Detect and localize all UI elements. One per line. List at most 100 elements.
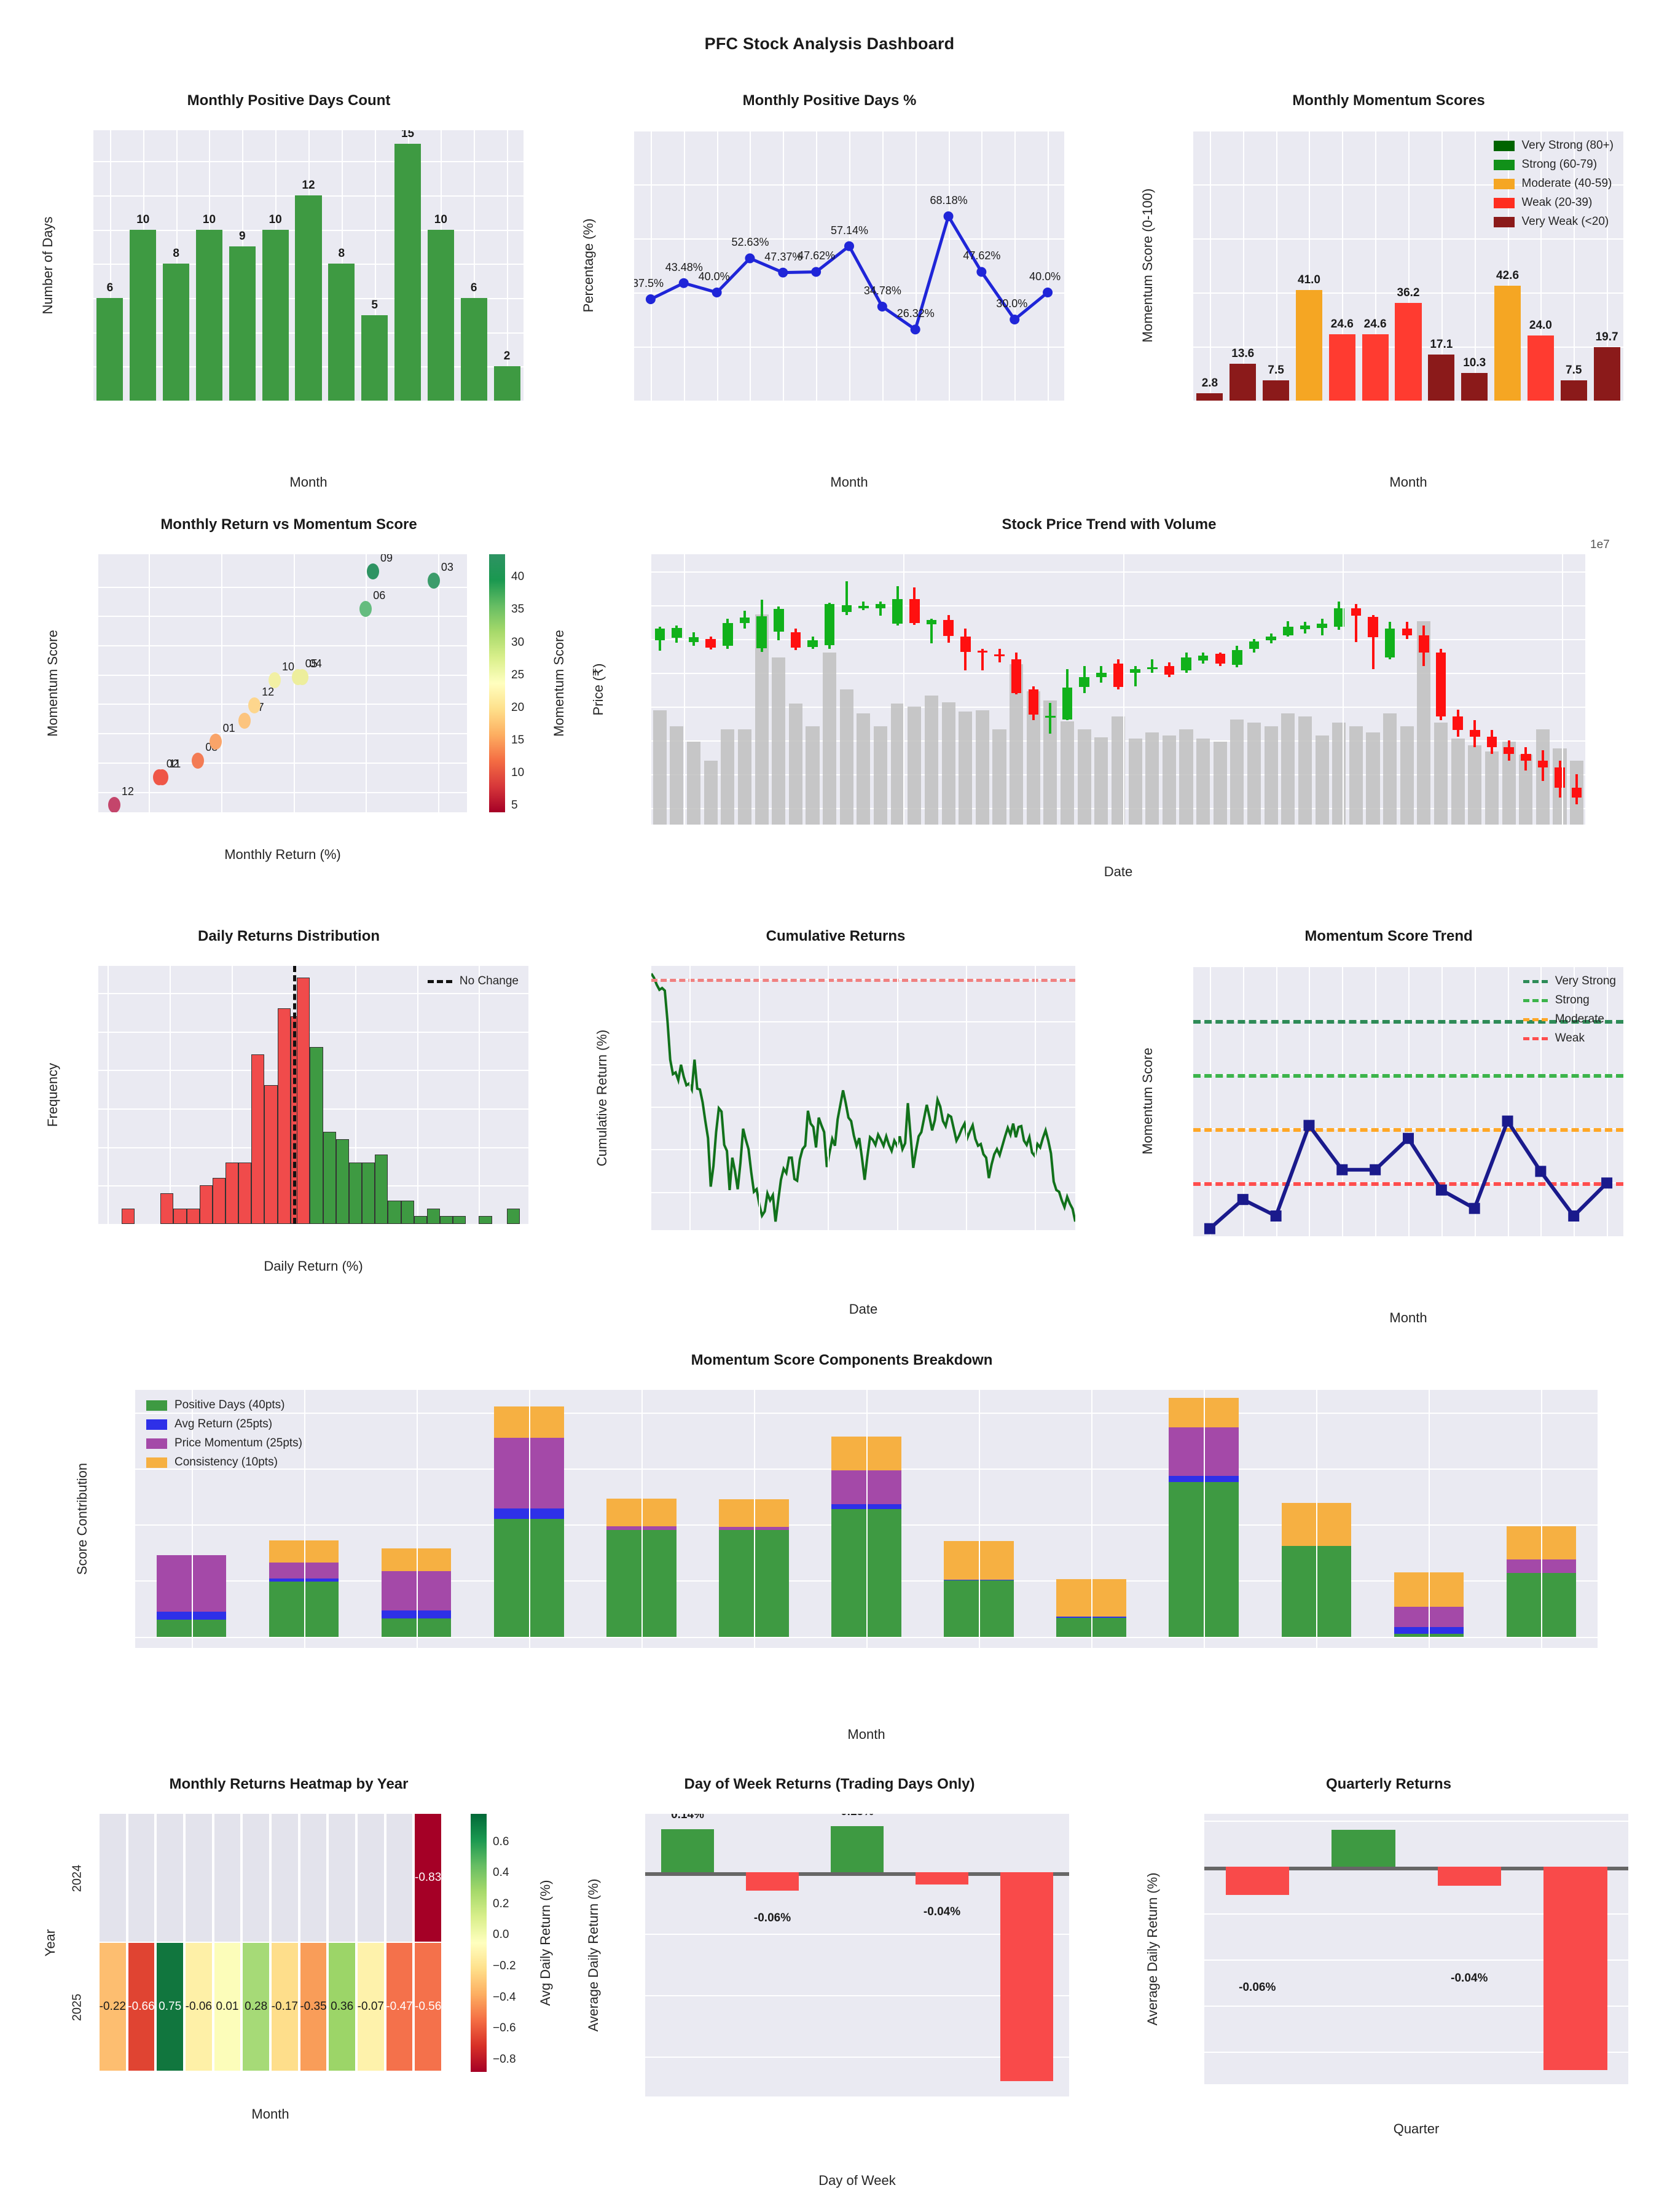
gridline bbox=[783, 130, 785, 401]
gridline bbox=[528, 1390, 530, 1648]
point-value-label: 47.62% bbox=[798, 249, 836, 262]
gridline bbox=[689, 966, 691, 1230]
volume-bar bbox=[704, 761, 718, 825]
point-label: 11 bbox=[169, 757, 181, 770]
chart-title: Monthly Positive Days Count bbox=[187, 92, 391, 109]
gridline bbox=[1574, 966, 1575, 1236]
stacked-bar-segment bbox=[831, 1504, 901, 1509]
gridline bbox=[1429, 1390, 1430, 1648]
heatmap-cell: -0.22 bbox=[100, 1943, 126, 2071]
colorbar-tick: 0.0 bbox=[493, 1928, 509, 1942]
chart-title: Momentum Score Components Breakdown bbox=[691, 1352, 993, 1368]
heatmap-cell bbox=[329, 1814, 355, 1942]
x-axis-label: Day of Week bbox=[818, 2173, 896, 2188]
histogram-bar bbox=[348, 1162, 363, 1224]
candle-wick bbox=[1049, 703, 1052, 734]
legend-dash bbox=[1523, 979, 1548, 983]
gridline bbox=[1342, 966, 1344, 1236]
x-axis-label: Daily Return (%) bbox=[264, 1258, 363, 1274]
stacked-bar-segment bbox=[719, 1526, 789, 1531]
point-value-label: 40.0% bbox=[698, 270, 730, 283]
gridline bbox=[98, 1031, 528, 1033]
gridline bbox=[866, 1390, 868, 1648]
point-value-label: 47.62% bbox=[963, 249, 1001, 262]
heatmap-cell: 0.01 bbox=[214, 1943, 241, 2071]
zero-reference-line bbox=[651, 978, 1075, 982]
bar-value-label: 19.7 bbox=[1595, 331, 1618, 344]
histogram-bar bbox=[439, 1216, 453, 1224]
plot-area: 510152025303540−10−505101202110801071210… bbox=[98, 554, 467, 812]
chart-title: Monthly Return vs Momentum Score bbox=[160, 516, 417, 533]
volume-bar bbox=[1468, 745, 1482, 825]
bar bbox=[96, 297, 124, 401]
candle-body bbox=[1181, 657, 1191, 671]
bar-value-label: 9 bbox=[239, 230, 246, 243]
legend-label: Very Strong (80+) bbox=[1521, 139, 1614, 152]
bar-value-label: -0.04% bbox=[1451, 1971, 1488, 1985]
histogram-bar bbox=[297, 977, 310, 1224]
bar-value-label: 36.2 bbox=[1397, 286, 1420, 299]
bar bbox=[1395, 302, 1422, 401]
volume-bar bbox=[1061, 721, 1075, 825]
bar-value-label: 24.6 bbox=[1363, 317, 1387, 331]
candle-body bbox=[1486, 737, 1497, 747]
gridline bbox=[1342, 554, 1344, 825]
candle-body bbox=[723, 623, 733, 646]
volume-bar bbox=[806, 726, 820, 825]
histogram-bar bbox=[121, 1208, 135, 1224]
candle-body bbox=[1300, 625, 1311, 630]
heatmap-cell: 0.36 bbox=[329, 1943, 355, 2071]
volume-bar bbox=[1400, 726, 1414, 825]
gridline bbox=[750, 130, 751, 401]
candle-body bbox=[1520, 753, 1531, 761]
candle-body bbox=[1368, 617, 1378, 638]
gridline bbox=[304, 1390, 305, 1648]
legend-item: No Change bbox=[427, 975, 519, 988]
bar bbox=[1230, 364, 1257, 401]
volume-bar bbox=[788, 704, 802, 825]
legend-swatch bbox=[1493, 197, 1515, 208]
volume-bar bbox=[1383, 713, 1397, 825]
bar bbox=[1461, 372, 1488, 401]
threshold-line-weak bbox=[1193, 1182, 1623, 1186]
bar bbox=[1527, 335, 1554, 401]
heatmap-cell bbox=[272, 1814, 298, 1942]
chart-title: Cumulative Returns bbox=[766, 928, 906, 944]
legend: Very Strong Strong Moderate Weak bbox=[1523, 975, 1616, 1051]
bar-value-label: -0.06% bbox=[1239, 1980, 1276, 1994]
volume-bar bbox=[1349, 726, 1363, 825]
candle-body bbox=[892, 598, 903, 624]
gridline bbox=[896, 966, 898, 1230]
stacked-bar-segment bbox=[494, 1437, 564, 1508]
colorbar: 5 10 15 20 25 30 35 40 bbox=[489, 554, 524, 812]
stacked-bar-segment bbox=[831, 1508, 901, 1637]
zero-line bbox=[645, 1872, 1069, 1876]
volume-bar bbox=[1179, 729, 1193, 825]
heatmap-value: -0.66 bbox=[128, 2000, 155, 2013]
bar bbox=[1295, 289, 1322, 401]
histogram-bar bbox=[506, 1208, 520, 1224]
candle-body bbox=[1504, 747, 1514, 754]
gridline bbox=[651, 1191, 1075, 1193]
cumulative-return-line bbox=[651, 973, 1075, 1222]
candle-body bbox=[756, 616, 767, 648]
candle-body bbox=[1232, 650, 1242, 665]
colorbar-tick: 40 bbox=[511, 570, 525, 584]
candle-body bbox=[943, 619, 954, 637]
colorbar-tick: 30 bbox=[511, 635, 525, 649]
stacked-bar-segment bbox=[606, 1499, 677, 1526]
gridline bbox=[1276, 130, 1277, 401]
gridline bbox=[1276, 966, 1277, 1236]
chart-panel-daily-returns-distribution: Daily Returns Distribution 051015202530−… bbox=[37, 928, 541, 1309]
gridline bbox=[979, 1390, 981, 1648]
y-axis-label: Frequency bbox=[45, 1063, 60, 1127]
volume-bar bbox=[1332, 723, 1346, 825]
bar bbox=[328, 264, 355, 401]
y-axis-label: Average Daily Return (%) bbox=[586, 1878, 601, 2032]
y-axis-tick: 2024 bbox=[70, 1864, 84, 1892]
heatmap-value: 0.28 bbox=[245, 2000, 268, 2013]
legend-item: Weak (20-39) bbox=[1493, 196, 1614, 210]
bar-value-label: 0.14% bbox=[671, 1814, 704, 1821]
bar-value-label: 8 bbox=[173, 247, 179, 261]
bar bbox=[262, 229, 289, 401]
